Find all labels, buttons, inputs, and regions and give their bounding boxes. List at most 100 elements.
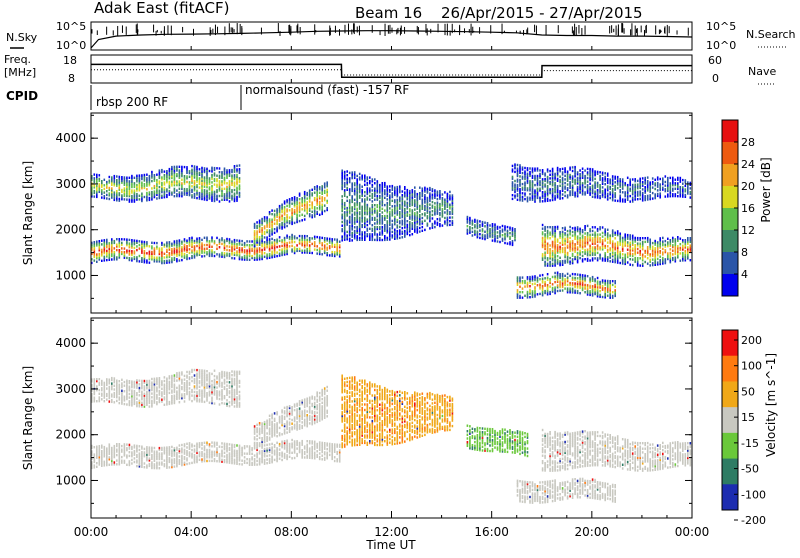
heatmap-cell	[119, 198, 121, 200]
heatmap-cell	[209, 186, 211, 188]
heatmap-cell	[512, 194, 514, 196]
heatmap-cell	[665, 181, 667, 183]
heatmap-cell	[527, 187, 529, 189]
heatmap-cell	[184, 244, 186, 246]
heatmap-cell	[314, 192, 316, 194]
heatmap-cell	[166, 241, 168, 243]
heatmap-cell	[547, 176, 549, 178]
heatmap-cell	[294, 241, 296, 243]
heatmap-cell	[226, 238, 228, 240]
heatmap-cell	[106, 239, 108, 241]
heatmap-cell	[612, 188, 614, 190]
heatmap-cell	[602, 279, 604, 281]
heatmap-cell	[484, 234, 486, 236]
heatmap-cell	[364, 217, 366, 219]
heatmap-cell	[517, 184, 519, 186]
heatmap-cell	[497, 235, 499, 237]
heatmap-cell	[374, 178, 376, 180]
heatmap-cell	[271, 213, 273, 215]
colorbar-tick-label: 16	[741, 202, 755, 215]
heatmap-cell	[387, 215, 389, 217]
heatmap-cell	[151, 245, 153, 247]
heatmap-cell	[349, 199, 351, 201]
heatmap-cell	[569, 181, 571, 183]
heatmap-cell	[422, 188, 424, 190]
heatmap-cell	[304, 215, 306, 217]
heatmap-cell	[682, 179, 684, 181]
heatmap-cell	[649, 264, 651, 266]
heatmap-cell	[529, 171, 531, 173]
heatmap-cell	[639, 250, 641, 252]
heatmap-cell	[569, 226, 571, 228]
heatmap-cell	[552, 226, 554, 228]
heatmap-cell	[284, 217, 286, 219]
heatmap-cell	[109, 176, 111, 178]
colorbar-tick-label: 20	[741, 180, 755, 193]
heatmap-cell	[604, 228, 606, 230]
heatmap-cell	[680, 252, 682, 254]
heatmap-cell	[209, 170, 211, 172]
heatmap-cell	[229, 249, 231, 251]
heatmap-cell	[577, 281, 579, 283]
heatmap-cell	[114, 247, 116, 249]
heatmap-cell	[659, 256, 661, 258]
heatmap-cell	[522, 176, 524, 178]
heatmap-cell	[389, 194, 391, 196]
heatmap-cell	[517, 179, 519, 181]
heatmap-cell	[236, 187, 238, 189]
heatmap-cell	[372, 204, 374, 206]
heatmap-cell	[114, 240, 116, 242]
heatmap-cell	[474, 219, 476, 221]
heatmap-cell	[577, 177, 579, 179]
heatmap-cell	[144, 241, 146, 243]
heatmap-cell	[612, 175, 614, 177]
heatmap-cell	[146, 174, 148, 176]
heatmap-cell	[602, 186, 604, 188]
heatmap-cell	[629, 195, 631, 197]
heatmap-cell	[644, 177, 646, 179]
heatmap-cell	[314, 236, 316, 238]
heatmap-cell	[559, 190, 561, 192]
heatmap-cell	[562, 227, 564, 229]
heatmap-cell	[149, 262, 151, 264]
heatmap-cell	[567, 287, 569, 289]
heatmap-cell	[432, 188, 434, 190]
heatmap-cell	[662, 177, 664, 179]
heatmap-cell	[219, 239, 221, 241]
heatmap-cell	[647, 195, 649, 197]
heatmap-cell	[624, 182, 626, 184]
heatmap-cell	[194, 180, 196, 182]
heatmap-cell	[469, 217, 471, 219]
heatmap-cell	[652, 177, 654, 179]
heatmap-cell	[544, 172, 546, 174]
heatmap-cell	[339, 244, 341, 246]
heatmap-cell	[291, 245, 293, 247]
heatmap-cell	[189, 237, 191, 239]
heatmap-cell	[567, 171, 569, 173]
heatmap-cell	[547, 273, 549, 275]
heatmap-cell	[184, 166, 186, 168]
heatmap-cell	[449, 220, 451, 222]
heatmap-cell	[392, 234, 394, 236]
heatmap-cell	[311, 214, 313, 216]
heatmap-cell	[221, 252, 223, 254]
heatmap-cell	[206, 251, 208, 253]
heatmap-cell	[602, 239, 604, 241]
heatmap-cell	[572, 185, 574, 187]
heatmap-cell	[216, 175, 218, 177]
heatmap-cell	[94, 173, 96, 175]
heatmap-cell	[489, 228, 491, 230]
heatmap-cell	[346, 220, 348, 222]
heatmap-cell	[354, 226, 356, 228]
heatmap-cell	[299, 239, 301, 241]
heatmap-cell	[121, 251, 123, 253]
heatmap-cell	[507, 242, 509, 244]
heatmap-cell	[109, 242, 111, 244]
heatmap-cell	[131, 175, 133, 177]
heatmap-cell	[447, 209, 449, 211]
heatmap-cell	[271, 241, 273, 243]
heatmap-cell	[584, 232, 586, 234]
heatmap-cell	[680, 260, 682, 262]
heatmap-cell	[637, 237, 639, 239]
heatmap-cell	[534, 275, 536, 277]
